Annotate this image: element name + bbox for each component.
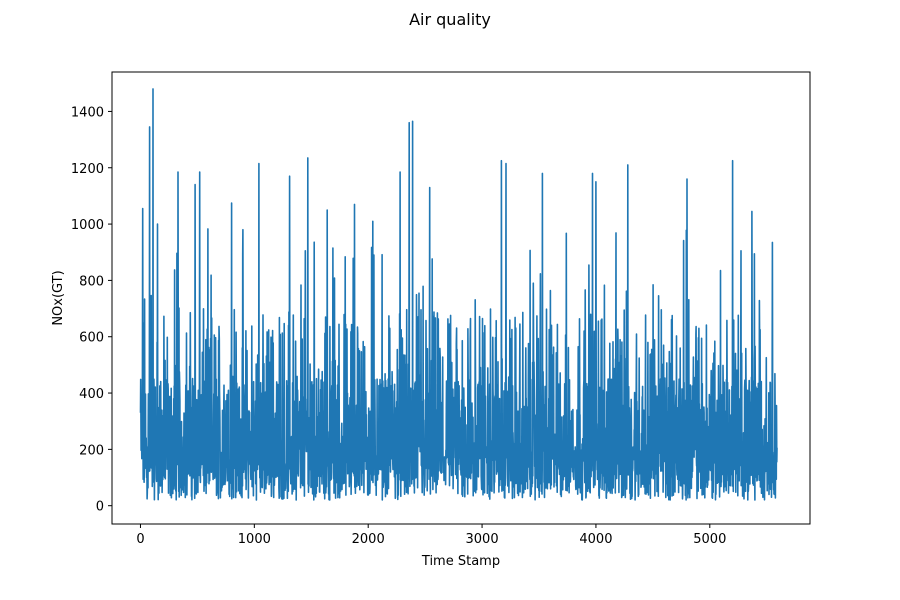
y-axis-label: NOx(GT) — [51, 270, 66, 325]
y-tick-label: 400 — [79, 387, 104, 402]
x-tick-label: 5000 — [693, 532, 726, 547]
x-tick-label: 3000 — [466, 532, 499, 547]
x-axis-label: Time Stamp — [421, 554, 500, 569]
nox-series-line — [139, 88, 778, 501]
x-axis-ticks: 0 1000 2000 3000 4000 5000 — [136, 524, 726, 547]
y-tick-label: 600 — [79, 331, 104, 346]
y-tick-label: 1000 — [71, 218, 104, 233]
y-tick-label: 200 — [79, 443, 104, 458]
x-tick-label: 0 — [136, 532, 144, 547]
y-tick-label: 1400 — [71, 105, 104, 120]
y-tick-label: 1200 — [71, 162, 104, 177]
y-tick-label: 800 — [79, 274, 104, 289]
x-tick-label: 2000 — [352, 532, 385, 547]
chart-title: Air quality — [409, 10, 491, 29]
plot-frame — [111, 71, 811, 525]
y-tick-label: 0 — [96, 500, 104, 515]
plot-area — [111, 71, 811, 525]
x-tick-label: 4000 — [579, 532, 612, 547]
x-tick-label: 1000 — [238, 532, 271, 547]
y-axis-ticks: 0 200 400 600 800 1000 1200 1400 — [71, 105, 112, 515]
